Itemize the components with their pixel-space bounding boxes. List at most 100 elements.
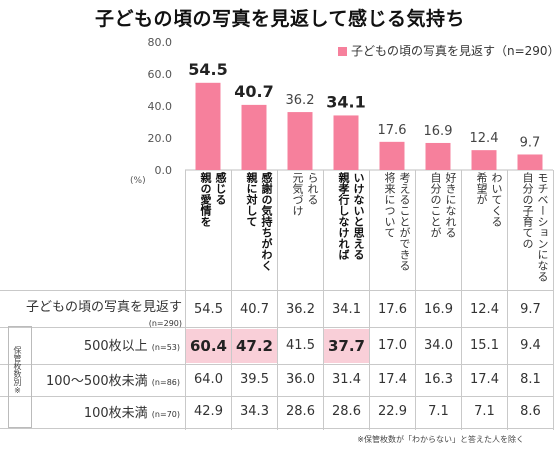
category-label: いけないと思える (352, 172, 365, 260)
row-n: (n=53) (151, 343, 180, 352)
table-cell: 64.0 (194, 372, 223, 387)
category-label: 考えることができる (398, 172, 411, 271)
table-cell: 28.6 (332, 404, 361, 419)
table-cell: 36.2 (286, 302, 315, 317)
row-label-text: 500枚以上 (83, 339, 148, 354)
grid-line (0, 290, 553, 291)
table-cell: 17.4 (378, 372, 407, 387)
grid-line (415, 170, 416, 430)
data-label: 54.5 (188, 60, 227, 79)
category-label: 感じる (214, 172, 227, 205)
table-cell: 42.9 (194, 404, 223, 419)
category-label: 希望が (475, 172, 488, 205)
table-cell: 16.3 (424, 372, 453, 387)
table-cell: 15.1 (470, 338, 499, 353)
legend-label: 子どもの頃の写真を見返す（n=290） (351, 44, 560, 58)
table-cell: 17.6 (378, 302, 407, 317)
category-label: 好きになれる (444, 172, 457, 238)
row-label-text: 子どもの頃の写真を見返す (25, 300, 182, 315)
grid-line (461, 170, 462, 430)
legend: 子どもの頃の写真を見返す（n=290） (338, 42, 560, 59)
y-tick-label: 80.0 (148, 36, 173, 49)
table-cell: 54.5 (194, 302, 223, 317)
table-cell: 40.7 (240, 302, 269, 317)
category-label: モチベーションになる (536, 172, 549, 282)
data-label: 9.7 (520, 135, 541, 150)
row-label-text: 100～500枚未満 (46, 374, 148, 389)
table-cell: 12.4 (470, 302, 499, 317)
grid-line (185, 170, 186, 430)
table-cell: 36.0 (286, 372, 315, 387)
group-bracket (8, 326, 32, 428)
bar (425, 142, 451, 170)
category-label: 自分のことが (429, 172, 442, 238)
legend-swatch (338, 47, 347, 56)
bar (333, 115, 359, 170)
grid-line (369, 170, 370, 430)
grid-line (231, 170, 232, 430)
grid-line (553, 170, 554, 430)
grid-line (507, 170, 508, 430)
data-label: 17.6 (378, 123, 407, 138)
category-label: 親孝行しなければ (337, 172, 350, 260)
table-cell: 9.7 (520, 302, 541, 317)
category-label: られる (306, 172, 319, 205)
grid-line (277, 170, 278, 430)
y-tick-label: 20.0 (148, 132, 173, 145)
table-cell: 39.5 (240, 372, 269, 387)
grid-line (0, 396, 553, 397)
data-label: 34.1 (326, 92, 365, 111)
y-tick-label: 40.0 (148, 100, 173, 113)
row-label-text: 100枚未満 (83, 406, 148, 421)
grid-line (0, 428, 553, 429)
chart-title: 子どもの頃の写真を見返して感じる気持ち (95, 8, 465, 30)
grid-line (0, 364, 553, 365)
table-cell: 31.4 (332, 372, 361, 387)
category-label: 元気づけ (291, 172, 304, 216)
table-cell: 34.1 (332, 302, 361, 317)
category-label: わいてくる (490, 172, 503, 227)
table-cell: 34.3 (240, 404, 269, 419)
table-cell: 7.1 (474, 404, 495, 419)
table-cell: 34.0 (424, 338, 453, 353)
table-cell: 9.4 (520, 338, 541, 353)
unit-label: (%) (130, 176, 146, 186)
table-cell: 47.2 (232, 329, 277, 363)
bar (471, 150, 497, 170)
table-cell: 8.6 (520, 404, 541, 419)
category-label: 将来について (383, 172, 396, 238)
table-cell: 17.0 (378, 338, 407, 353)
row-n: (n=290) (148, 319, 182, 328)
data-label: 36.2 (286, 93, 315, 108)
table-cell: 28.6 (286, 404, 315, 419)
category-label: 親に対して (245, 172, 258, 227)
bar (287, 112, 313, 170)
table-cell: 8.1 (520, 372, 541, 387)
bar (379, 141, 405, 170)
row-n: (n=70) (151, 410, 180, 419)
bar (241, 104, 267, 170)
y-tick-label: 60.0 (148, 68, 173, 81)
row-n: (n=86) (151, 378, 180, 387)
table-cell: 16.9 (424, 302, 453, 317)
table-row-label: 100～500枚未満 (n=86) (36, 370, 180, 389)
grid-line (0, 327, 553, 328)
category-label: 親の愛情を (199, 172, 212, 227)
table-cell: 17.4 (470, 372, 499, 387)
group-label: 保管枚数別※ (13, 346, 22, 395)
category-label: 自分の子育ての (521, 172, 534, 249)
table-row-label: 500枚以上 (n=53) (36, 335, 180, 354)
table-cell: 41.5 (286, 338, 315, 353)
table-cell: 22.9 (378, 404, 407, 419)
category-label: 感謝の気持ちがわく (260, 172, 273, 271)
y-tick-label: 0.0 (155, 164, 173, 177)
table-row-label: 子どもの頃の写真を見返す (n=290) (10, 296, 182, 330)
table-cell: 60.4 (186, 329, 231, 363)
table-cell: 7.1 (428, 404, 449, 419)
table-cell: 37.7 (324, 329, 369, 363)
table-row-label: 100枚未満 (n=70) (36, 402, 180, 421)
bar (517, 154, 543, 170)
bar (195, 82, 221, 170)
data-label: 12.4 (470, 131, 499, 146)
